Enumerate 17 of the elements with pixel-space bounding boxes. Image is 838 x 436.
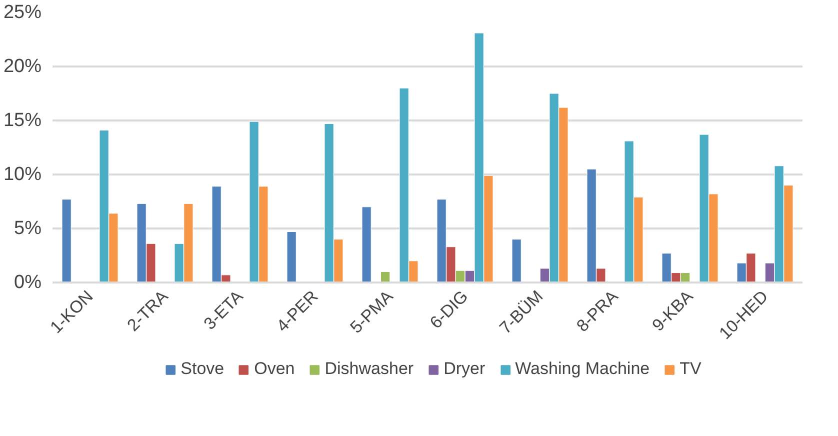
y-tick-label: 5% [14,218,42,239]
bar [62,199,72,282]
y-tick-label: 0% [14,272,42,293]
legend-label: TV [680,359,702,379]
legend-label: Washing Machine [515,359,650,379]
legend-label: Stove [180,359,224,379]
legend-label: Dryer [444,359,486,379]
y-tick-label: 10% [3,164,42,185]
y-tick-label: 25% [3,2,42,23]
y-tick-label: 20% [3,56,42,77]
legend-label: Oven [254,359,295,379]
y-tick-label: 15% [3,110,42,131]
bar [286,231,296,282]
bar [362,206,372,282]
bar [380,271,390,282]
bar [512,239,522,282]
legend-label: Dishwasher [324,359,414,379]
